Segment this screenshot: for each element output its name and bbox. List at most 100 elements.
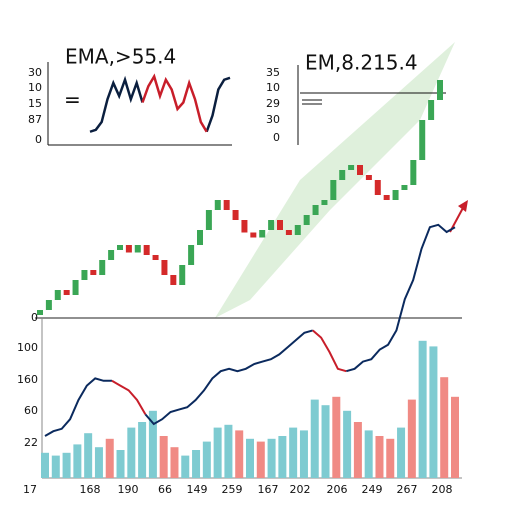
arrow-head	[458, 200, 468, 212]
bar	[375, 436, 384, 478]
bar	[51, 455, 60, 478]
bar	[148, 410, 157, 478]
candle	[143, 245, 150, 255]
axis-label: 60	[24, 404, 38, 417]
axis-label: 0	[273, 131, 280, 144]
bar	[267, 438, 276, 478]
candle	[188, 245, 195, 265]
bar	[41, 452, 49, 478]
bar	[321, 405, 330, 478]
x-label: 208	[432, 483, 453, 496]
bar	[202, 441, 211, 478]
candle	[383, 195, 390, 200]
axis-label: 15	[28, 97, 42, 110]
x-label: 66	[158, 483, 172, 496]
candle	[277, 220, 283, 230]
candle	[108, 250, 115, 260]
candle	[223, 200, 230, 210]
bar	[62, 452, 71, 478]
candle	[197, 230, 203, 245]
bar	[105, 438, 114, 478]
bar	[418, 340, 427, 478]
axis-label: 35	[266, 66, 280, 79]
candle	[339, 170, 346, 180]
axis-label: 160	[17, 373, 38, 386]
axis-label: 100	[17, 341, 38, 354]
bar	[353, 422, 362, 478]
candle	[365, 175, 372, 180]
candle	[214, 200, 221, 210]
candle	[294, 225, 301, 235]
candle	[357, 165, 363, 175]
bar	[429, 346, 438, 478]
candle	[117, 245, 123, 250]
bar	[386, 438, 395, 478]
x-label: 259	[222, 483, 243, 496]
x-label: 167	[258, 483, 279, 496]
bar	[246, 438, 254, 478]
bar	[224, 424, 233, 478]
x-label: 249	[362, 483, 383, 496]
x-label: 202	[290, 483, 311, 496]
candle	[179, 265, 186, 285]
candle	[303, 215, 310, 225]
x-label: 206	[327, 483, 348, 496]
axis-label: 87	[28, 113, 42, 126]
bar	[332, 396, 341, 478]
bar	[235, 430, 244, 478]
line	[111, 329, 347, 415]
candle	[241, 220, 248, 233]
bar	[127, 427, 136, 478]
bar	[192, 450, 201, 478]
bar	[440, 377, 449, 478]
axis-label: 0	[31, 311, 38, 324]
bar	[299, 430, 308, 478]
candle	[285, 230, 292, 235]
bar	[159, 436, 168, 478]
candle	[72, 280, 79, 295]
candle	[374, 180, 381, 195]
bar	[397, 427, 406, 478]
candle	[321, 200, 328, 205]
candle	[330, 180, 337, 200]
candle	[401, 185, 408, 190]
axis-label: 10	[28, 81, 42, 94]
candle	[152, 255, 159, 260]
bar	[94, 447, 103, 478]
candle	[134, 245, 141, 253]
candle	[63, 290, 70, 295]
candle	[125, 245, 132, 253]
candle	[268, 220, 275, 230]
bar	[256, 441, 265, 478]
candle	[232, 210, 239, 220]
axis-label: 10	[266, 81, 280, 94]
bar	[343, 410, 352, 478]
panel-title: EMA,>55.4	[65, 45, 176, 69]
candle	[437, 80, 443, 100]
candle	[312, 205, 319, 215]
symbol: =	[64, 88, 81, 112]
axis-label: 30	[266, 113, 280, 126]
candle	[99, 260, 106, 275]
bar	[364, 430, 373, 478]
candle	[90, 270, 97, 275]
axis-label: 22	[24, 436, 38, 449]
candle	[259, 230, 266, 238]
candle	[37, 310, 43, 315]
bar	[84, 433, 93, 478]
bar	[213, 427, 222, 478]
x-label: 168	[80, 483, 101, 496]
line	[141, 73, 208, 133]
bar	[451, 396, 459, 478]
candle	[250, 232, 257, 238]
candle	[348, 165, 355, 170]
bar	[181, 455, 190, 478]
candle	[170, 275, 177, 285]
axis-label: 0	[35, 133, 42, 146]
bar	[170, 447, 179, 478]
axis-label: 30	[28, 66, 42, 79]
bar	[289, 427, 298, 478]
candle	[54, 290, 61, 300]
candle	[81, 270, 88, 280]
